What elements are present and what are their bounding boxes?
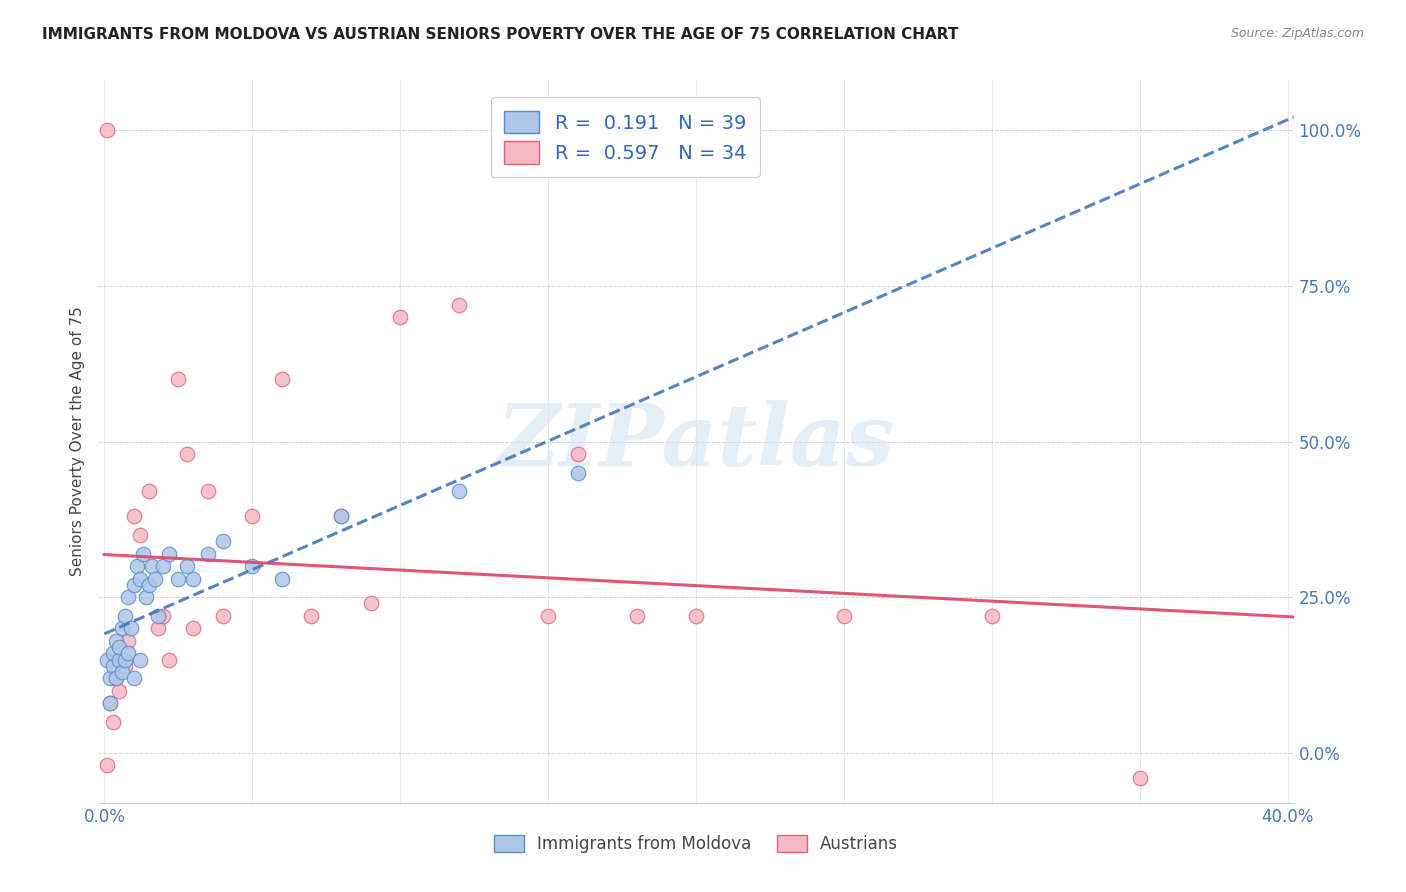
Point [146,609,169,624]
Point [120,621,142,635]
Point [114,658,136,673]
Point [157,547,180,561]
Point [128,572,150,586]
Point [157,652,180,666]
Point [122,509,145,524]
Point [98,696,121,710]
Point [330,509,353,524]
Point [832,609,855,624]
Point [111,652,134,666]
Point [211,609,233,624]
Point [152,559,174,574]
Point [626,609,648,624]
Point [108,640,131,654]
Point [125,559,148,574]
Point [567,466,589,480]
Point [181,621,204,635]
Point [128,528,150,542]
Point [176,447,198,461]
Point [138,484,160,499]
Point [330,509,353,524]
Point [108,683,131,698]
Y-axis label: Seniors Poverty Over the Age of 75: Seniors Poverty Over the Age of 75 [69,307,84,576]
Point [114,609,136,624]
Point [122,578,145,592]
Point [132,547,155,561]
Point [240,509,263,524]
Text: ZIPatlas: ZIPatlas [496,400,896,483]
Point [103,646,125,660]
Point [98,696,121,710]
Point [449,297,471,311]
Point [980,609,1002,624]
Point [143,572,166,586]
Point [685,609,707,624]
Point [138,578,160,592]
Point [105,671,128,685]
Point [146,621,169,635]
Point [270,372,292,386]
Text: Source: ZipAtlas.com: Source: ZipAtlas.com [1230,27,1364,40]
Point [1129,771,1152,785]
Point [111,665,134,679]
Point [117,591,139,605]
Point [270,572,292,586]
Point [389,310,412,324]
Point [240,559,263,574]
Point [103,658,125,673]
Text: IMMIGRANTS FROM MOLDOVA VS AUSTRIAN SENIORS POVERTY OVER THE AGE OF 75 CORRELATI: IMMIGRANTS FROM MOLDOVA VS AUSTRIAN SENI… [42,27,959,42]
Point [98,671,121,685]
Point [96,123,118,137]
Point [567,447,589,461]
Point [299,609,322,624]
Legend: Immigrants from Moldova, Austrians: Immigrants from Moldova, Austrians [488,828,904,860]
Point [152,609,174,624]
Point [122,671,145,685]
Point [197,547,219,561]
Point [111,621,134,635]
Point [96,758,118,772]
Point [105,633,128,648]
Point [167,372,190,386]
Point [211,534,233,549]
Point [537,609,560,624]
Point [135,591,157,605]
Point [96,652,118,666]
Point [105,671,128,685]
Point [117,646,139,660]
Point [197,484,219,499]
Point [167,572,190,586]
Point [128,652,150,666]
Point [176,559,198,574]
Point [141,559,163,574]
Point [449,484,471,499]
Point [360,597,382,611]
Point [103,714,125,729]
Point [117,633,139,648]
Point [108,652,131,666]
Point [114,652,136,666]
Point [181,572,204,586]
